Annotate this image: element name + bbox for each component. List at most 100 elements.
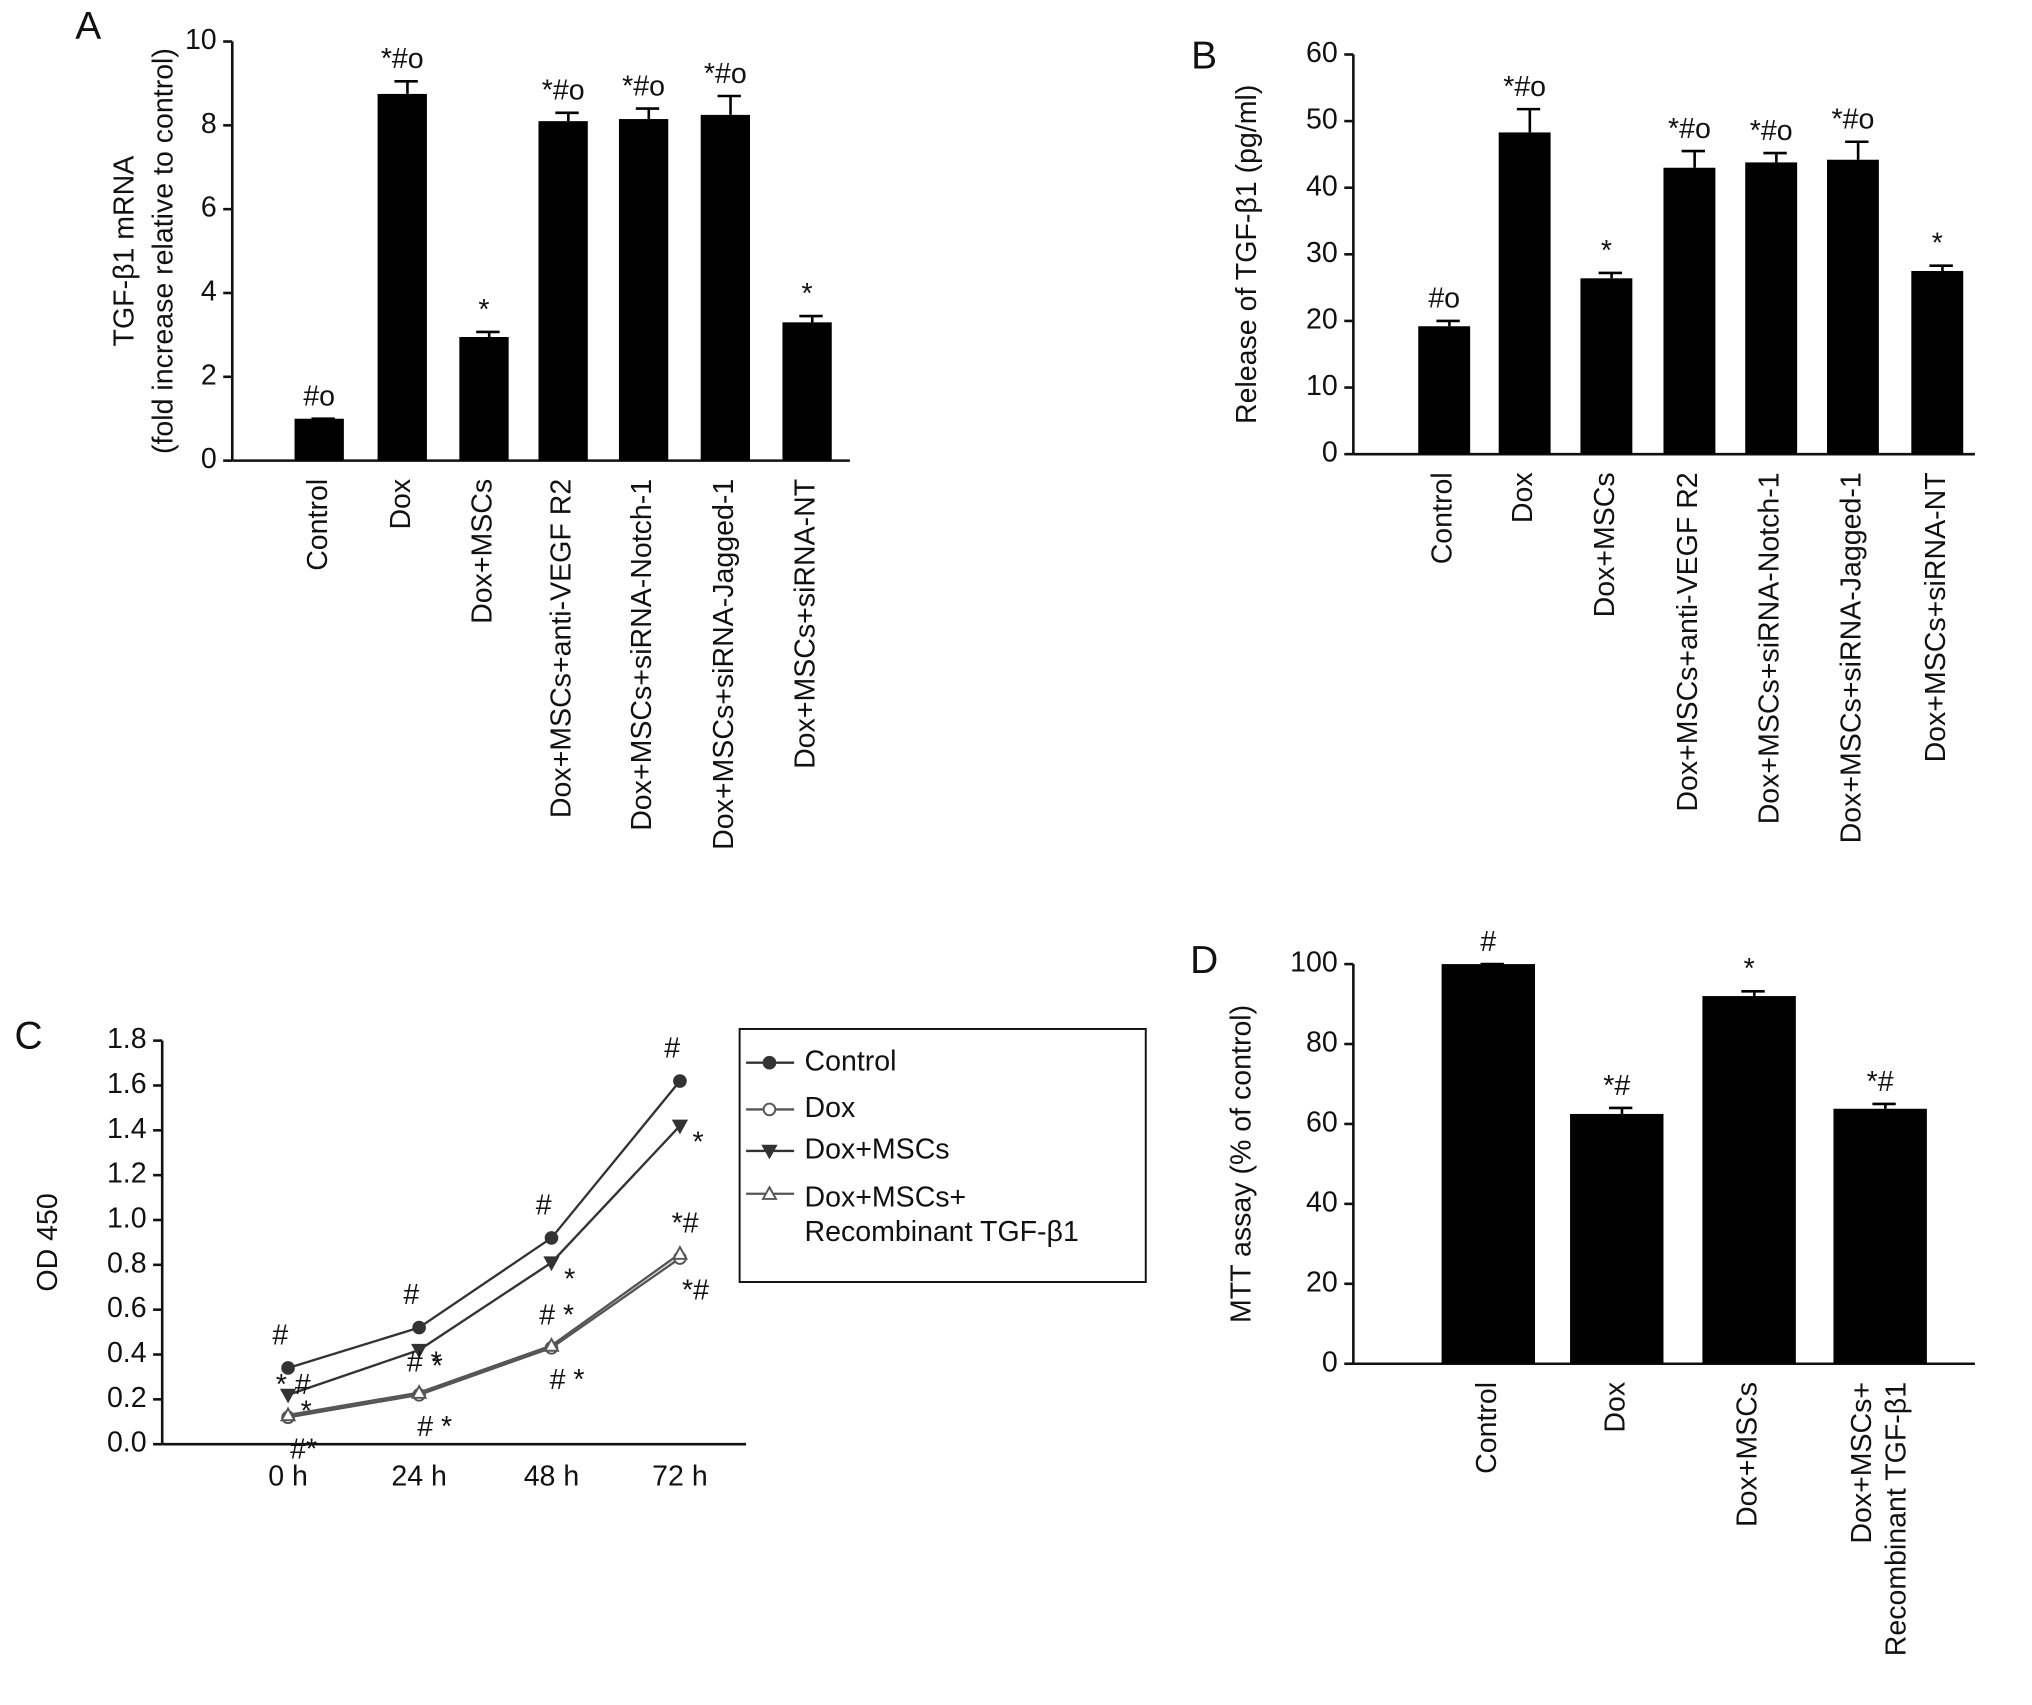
panel-label: C bbox=[14, 1014, 42, 1057]
y-tick-label: 4 bbox=[201, 276, 217, 308]
bar bbox=[377, 93, 427, 461]
series-line bbox=[287, 1252, 681, 1417]
error-bar bbox=[1872, 1102, 1896, 1109]
significance-label: *#o bbox=[1503, 71, 1546, 103]
bar bbox=[1441, 964, 1536, 1364]
legend-box bbox=[738, 1027, 1147, 1283]
significance-label: # bbox=[1480, 926, 1496, 958]
bar bbox=[1580, 278, 1633, 455]
significance-label: #o bbox=[303, 381, 335, 413]
point bbox=[279, 1406, 297, 1422]
y-tick-label: 8 bbox=[201, 108, 217, 140]
significance-label: *# bbox=[1867, 1066, 1894, 1098]
legend-label: Dox bbox=[804, 1092, 855, 1124]
legend-label: Dox+MSCs+ Recombinant TGF-β1 bbox=[804, 1181, 1078, 1247]
x-tick-label: Dox+MSCs+siRNA-NT bbox=[1920, 472, 1952, 762]
series-line bbox=[287, 1125, 681, 1396]
error-bar bbox=[635, 107, 660, 120]
error-bar bbox=[717, 94, 741, 115]
y-tick-label: 100 bbox=[1290, 947, 1338, 979]
bar bbox=[1826, 159, 1879, 455]
significance-label: * bbox=[432, 1351, 443, 1383]
y-tick-label: 1.6 bbox=[107, 1068, 147, 1100]
x-tick-label: Dox+MSCs bbox=[467, 479, 499, 624]
y-tick-label: 0.2 bbox=[107, 1382, 147, 1414]
x-tick-label: Dox+MSCs+anti-VEGF R2 bbox=[1672, 472, 1704, 811]
significance-label: #o bbox=[1428, 283, 1460, 315]
legend-label: Dox+MSCs bbox=[804, 1133, 949, 1165]
error-bar bbox=[555, 111, 579, 122]
significance-label: *#o bbox=[1832, 104, 1875, 136]
point bbox=[410, 1343, 428, 1359]
x-tick-label: 0 h bbox=[268, 1460, 308, 1492]
significance-label: * bbox=[478, 294, 489, 326]
point bbox=[543, 1256, 560, 1272]
error-bar bbox=[1681, 149, 1706, 168]
bar bbox=[1702, 996, 1796, 1364]
error-bar bbox=[1845, 140, 1869, 160]
point bbox=[671, 1119, 689, 1135]
panel-label: A bbox=[75, 5, 101, 48]
x-tick-label: Dox+MSCs+siRNA-Notch-1 bbox=[626, 479, 658, 831]
bar bbox=[1418, 326, 1471, 455]
significance-label: # bbox=[536, 1189, 552, 1221]
x-tick-label: Control bbox=[302, 479, 334, 571]
significance-label: # * bbox=[407, 1347, 442, 1379]
error-bar bbox=[1608, 1106, 1633, 1114]
y-tick-label: 0 bbox=[1322, 1346, 1338, 1378]
significance-label: *#o bbox=[1668, 113, 1711, 145]
legend-marker bbox=[761, 1144, 778, 1160]
x-tick-label: Dox+MSCs+ Recombinant TGF-β1 bbox=[1846, 1382, 1912, 1656]
x-tick-label: 72 h bbox=[652, 1460, 708, 1492]
bar bbox=[1911, 270, 1964, 455]
significance-label: *#o bbox=[704, 58, 747, 90]
y-axis-label: MTT assay (% of control) bbox=[1226, 1005, 1258, 1323]
bar bbox=[294, 418, 344, 461]
y-tick-label: 20 bbox=[1306, 303, 1338, 335]
significance-label: # * bbox=[539, 1300, 574, 1332]
y-tick-label: 0 bbox=[201, 443, 217, 475]
x-tick-label: Dox+MSCs+siRNA-Notch-1 bbox=[1754, 472, 1786, 824]
panel-label: D bbox=[1190, 939, 1218, 982]
point bbox=[673, 1074, 687, 1088]
bar bbox=[700, 114, 750, 461]
significance-label: *# bbox=[1603, 1070, 1630, 1102]
y-axis-label: TGF-β1 mRNA bbox=[108, 156, 140, 347]
x-tick-label: Dox bbox=[1599, 1382, 1631, 1433]
y-axis-label: Release of TGF-β1 (pg/ml) bbox=[1231, 85, 1263, 424]
x-tick-label: 48 h bbox=[524, 1460, 580, 1492]
bar bbox=[1570, 1113, 1664, 1364]
y-tick-label: 2 bbox=[201, 359, 217, 391]
bar bbox=[1833, 1108, 1927, 1364]
y-axis-label: (fold increase relative to control) bbox=[147, 48, 179, 454]
bar bbox=[1745, 162, 1798, 455]
y-tick-label: 50 bbox=[1306, 104, 1338, 136]
y-tick-label: 0.4 bbox=[107, 1337, 147, 1369]
x-tick-label: Dox+MSCs+siRNA-NT bbox=[790, 479, 822, 769]
significance-label: #* bbox=[290, 1434, 317, 1466]
point bbox=[281, 1361, 295, 1375]
y-tick-label: 30 bbox=[1306, 237, 1338, 269]
x-tick-label: Control bbox=[1427, 472, 1459, 564]
series-line bbox=[287, 1080, 681, 1370]
legend-marker bbox=[761, 1185, 778, 1200]
significance-label: *#o bbox=[622, 70, 665, 102]
error-bar bbox=[1436, 319, 1460, 327]
significance-label: * # bbox=[276, 1369, 311, 1401]
error-bar bbox=[1741, 989, 1765, 997]
y-tick-label: 60 bbox=[1306, 37, 1338, 69]
y-tick-label: 0 bbox=[1322, 437, 1338, 469]
point bbox=[671, 1245, 689, 1260]
y-tick-label: 80 bbox=[1306, 1027, 1338, 1059]
bar bbox=[459, 336, 509, 461]
bar bbox=[538, 121, 588, 461]
error-bar bbox=[1516, 107, 1541, 133]
y-axis-label: OD 450 bbox=[32, 1193, 64, 1291]
error-bar bbox=[799, 314, 823, 323]
y-tick-label: 1.2 bbox=[107, 1158, 147, 1190]
error-bar bbox=[1598, 271, 1622, 279]
y-tick-label: 0.8 bbox=[107, 1247, 147, 1279]
y-tick-label: 40 bbox=[1306, 170, 1338, 202]
